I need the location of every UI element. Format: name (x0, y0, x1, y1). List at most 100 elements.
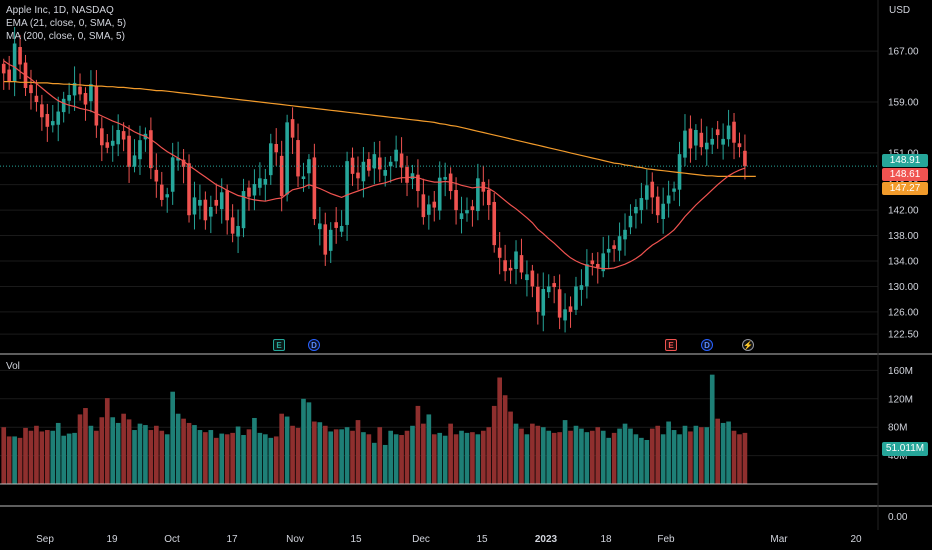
volume-bar (263, 434, 268, 484)
dividend-event-icon[interactable]: D (308, 339, 320, 351)
volume-bar (628, 428, 633, 484)
ma-price-label: 147.27 (882, 182, 928, 195)
time-tick-label: Feb (657, 534, 675, 545)
volume-bar (257, 432, 263, 484)
volume-bar (742, 432, 748, 484)
volume-bar (61, 435, 66, 484)
volume-bar (6, 436, 12, 484)
candle-body (252, 184, 257, 196)
candle-body (225, 190, 229, 221)
candlesticks (1, 27, 747, 333)
volume-bar (671, 430, 677, 484)
candle-body (149, 130, 153, 169)
volume-bar (540, 427, 546, 484)
candle-body (334, 222, 338, 228)
earnings-event-icon[interactable]: E (665, 339, 677, 351)
volume-bar (720, 422, 726, 484)
volume-tick-label: 40M (888, 451, 907, 462)
volume-bar (148, 430, 154, 484)
candle-body (503, 260, 507, 272)
volume-bar (508, 411, 513, 484)
candle-body (459, 213, 464, 220)
candle-body (187, 163, 191, 216)
volume-legend[interactable]: Vol (6, 361, 20, 372)
volume-bar (442, 435, 448, 484)
volume-bar (731, 430, 737, 484)
candle-body (18, 47, 22, 65)
candle-body (170, 157, 175, 192)
currency-label: USD (889, 5, 911, 16)
volume-bar (295, 427, 301, 484)
volume-bar (361, 432, 366, 484)
candle-body (203, 199, 208, 221)
dividend-event-icon[interactable]: D (701, 339, 713, 351)
volume-bar (546, 430, 552, 484)
volume-bar (399, 435, 404, 484)
volume-bar (34, 425, 39, 484)
volume-bar (704, 427, 710, 484)
candle-body (519, 255, 524, 273)
candle-body (290, 119, 295, 138)
volume-bar (519, 428, 524, 484)
volume-bar (470, 432, 475, 484)
candle-body (105, 142, 110, 148)
volume-bar (143, 425, 148, 484)
volume-bar (600, 430, 606, 484)
volume-bar (55, 422, 61, 484)
volume-axis[interactable]: 160M 120M 80M 40M 0.00 (888, 366, 913, 523)
candle-body (312, 157, 317, 220)
candle-body (274, 144, 279, 153)
volume-bar (164, 434, 170, 484)
earnings-event-icon[interactable]: E (273, 339, 285, 351)
volume-bar (524, 434, 530, 484)
candle-body (268, 143, 273, 176)
volume-zero-label: 0.00 (888, 512, 908, 523)
volume-bar (110, 417, 116, 484)
candle-body (465, 210, 469, 214)
candle-body (50, 121, 55, 126)
volume-bar (579, 428, 584, 484)
volume-bar (639, 437, 644, 484)
volume-bar (17, 437, 23, 484)
price-tick-label: 122.50 (888, 330, 919, 341)
volume-bar (497, 377, 502, 484)
volume-bar (535, 425, 541, 484)
volume-bar (154, 425, 159, 484)
volume-bar (448, 423, 453, 484)
time-tick-label: Oct (164, 534, 180, 545)
candle-body (732, 121, 736, 143)
candle-body (634, 206, 638, 214)
volume-tick-label: 120M (888, 394, 913, 405)
candle-body (159, 184, 164, 200)
volume-bar (192, 425, 197, 484)
time-tick-label: Nov (286, 534, 304, 545)
symbol-legend[interactable]: Apple Inc, 1D, NASDAQ (6, 5, 114, 16)
candle-body (427, 204, 431, 215)
volume-bar (290, 425, 295, 484)
time-axis[interactable]: Sep 19 Oct 17 Nov 15 Dec 15 2023 18 Feb Mar 20 (36, 534, 862, 545)
volume-bar (617, 428, 622, 484)
volume-bar (121, 413, 126, 484)
candle-body (377, 157, 382, 170)
volume-bar (12, 436, 17, 484)
volume-bar (595, 427, 601, 484)
ema-legend[interactable]: EMA (21, close, 0, SMA, 5) (6, 18, 127, 29)
volume-bar (197, 430, 203, 484)
last-price-label: 148.91 (882, 154, 928, 167)
volume-bar (322, 425, 328, 484)
candle-body (296, 140, 300, 177)
candle-body (568, 306, 573, 312)
candle-body (432, 201, 437, 208)
volume-bar (284, 416, 290, 484)
volume-bar (562, 420, 568, 484)
candle-body (285, 122, 289, 195)
ma-legend[interactable]: MA (200, close, 0, SMA, 5) (6, 31, 125, 42)
candle-body (263, 178, 268, 185)
volume-bar (633, 434, 639, 484)
volume-bar (590, 430, 595, 484)
split-event-icon[interactable]: ⚡ (742, 339, 754, 351)
volume-tick-label: 160M (888, 366, 913, 377)
candle-body (454, 190, 458, 211)
volume-bar (132, 430, 137, 484)
